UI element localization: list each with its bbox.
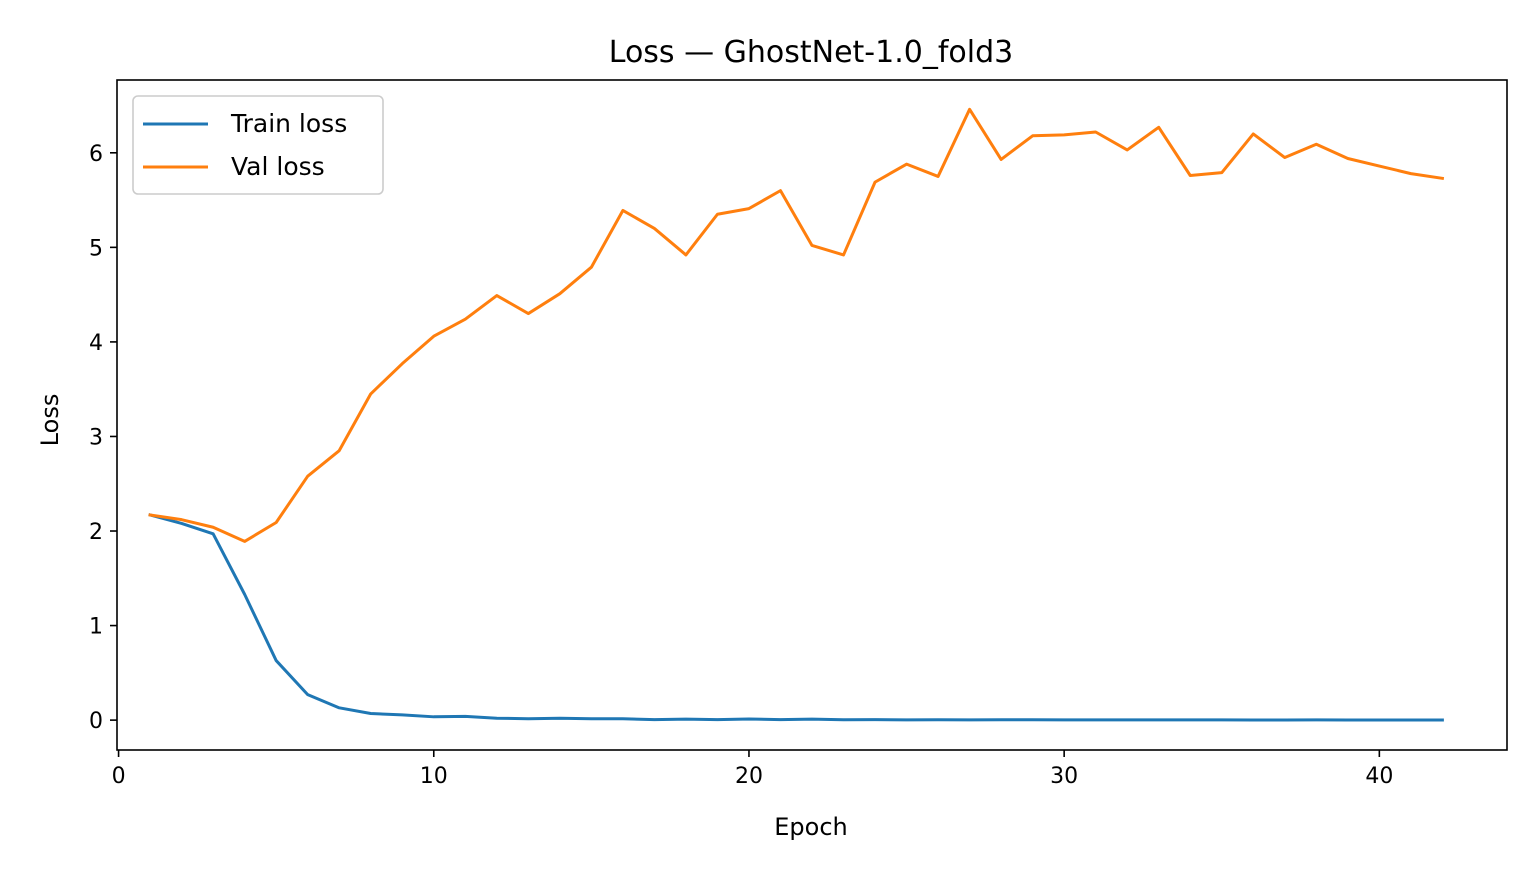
axes-frame — [116, 79, 1508, 751]
x-tick-label: 30 — [1050, 764, 1078, 789]
y-axis-ticks: 0 1 2 3 4 5 6 — [89, 142, 117, 734]
x-tick-label: 10 — [420, 764, 448, 789]
series-line-train-loss — [148, 513, 1444, 722]
chart-title: Loss — GhostNet-1.0_fold3 — [609, 35, 1013, 70]
y-tick-label: 2 — [89, 520, 103, 545]
legend-label-train-loss: Train loss — [230, 109, 347, 138]
series-layer — [148, 107, 1445, 722]
legend: Train loss Val loss — [132, 95, 384, 195]
y-tick-label: 5 — [89, 236, 103, 261]
y-tick-label: 6 — [89, 142, 103, 167]
x-axis-ticks: 0 10 20 30 40 — [112, 750, 1393, 789]
x-tick-label: 40 — [1365, 764, 1393, 789]
x-tick-label: 20 — [735, 764, 763, 789]
y-tick-label: 4 — [89, 331, 103, 356]
legend-label-val-loss: Val loss — [231, 152, 325, 181]
x-axis-label: Epoch — [774, 813, 848, 841]
plot-area: 0 10 20 30 40 0 1 2 3 4 5 6 — [89, 79, 1508, 789]
series-line-val-loss — [148, 107, 1445, 543]
y-tick-label: 0 — [89, 709, 103, 734]
y-tick-label: 1 — [89, 615, 103, 640]
y-axis-label: Loss — [36, 394, 64, 447]
y-tick-label: 3 — [89, 425, 103, 450]
legend-box — [132, 95, 384, 195]
x-tick-label: 0 — [112, 764, 126, 789]
